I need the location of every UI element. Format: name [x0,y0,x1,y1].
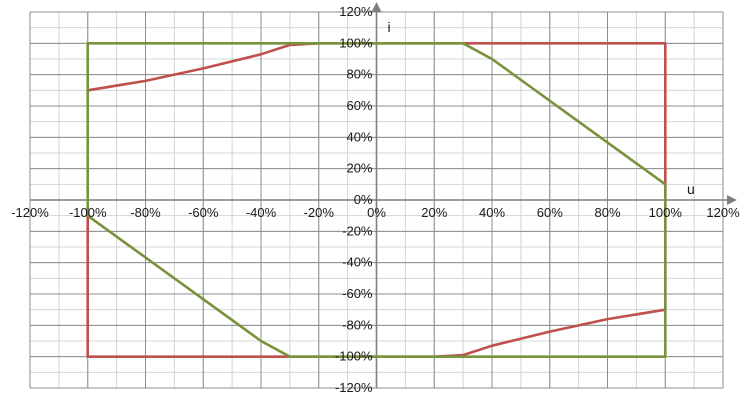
axes [30,2,737,388]
x-tick-label: 60% [537,205,563,220]
x-tick-label: -80% [130,205,161,220]
y-tick-label: 40% [346,129,372,144]
x-tick-label: 80% [594,205,620,220]
x-axis-arrowhead [727,195,737,205]
x-tick-label: -120% [11,205,49,220]
y-tick-label: -40% [342,255,373,270]
x-tick-label: -60% [188,205,219,220]
y-tick-label: -120% [335,380,373,394]
y-tick-label: 60% [346,98,372,113]
y-tick-label: -60% [342,286,373,301]
x-tick-label: -100% [69,205,107,220]
x-tick-label: 20% [421,205,447,220]
y-axis-label: i [388,19,391,35]
x-tick-label: 0% [367,205,386,220]
y-axis-arrowhead [371,2,382,12]
y-tick-label: -80% [342,317,373,332]
x-tick-label: 100% [649,205,683,220]
x-tick-label: -20% [304,205,335,220]
y-tick-label: 120% [339,4,373,19]
series-layer [86,41,667,359]
y-tick-label: 100% [339,35,373,50]
x-tick-label: 40% [479,205,505,220]
y-tick-labels: -120% -100% -80% -60% -40% -20% 0% 20% 40% 60% 80%… [335,4,373,394]
y-tick-label: -20% [342,223,373,238]
y-tick-label: 0% [354,192,373,207]
x-tick-labels: -120% -100% -80% -60% -40% -20% 0% 20% 40% 60% 80%… [11,205,740,220]
x-tick-label: -40% [246,205,277,220]
series-line-green [86,41,667,359]
y-tick-label: 20% [346,161,372,176]
x-tick-label: 120% [706,205,740,220]
y-tick-label: 80% [346,67,372,82]
x-axis-label: u [687,181,695,197]
y-tick-label: -100% [335,349,373,364]
